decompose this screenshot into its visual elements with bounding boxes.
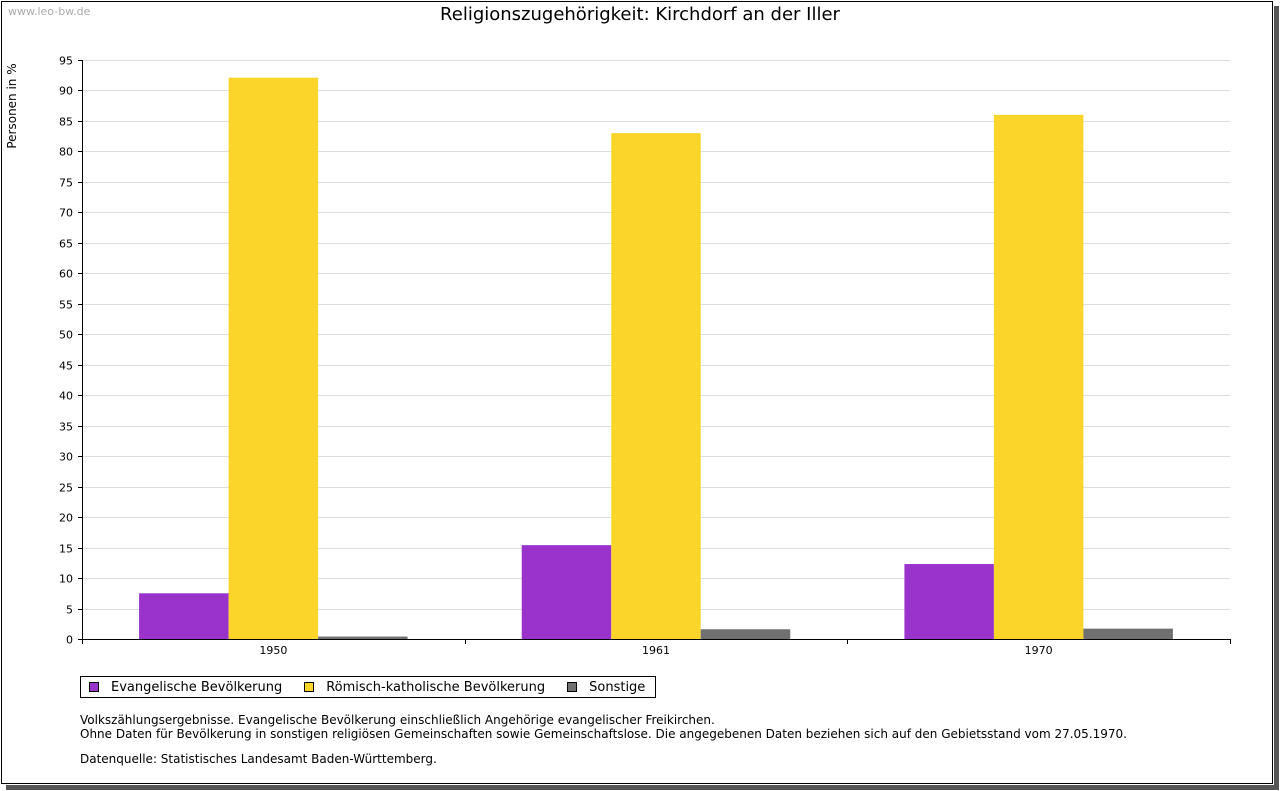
y-tick-labels: 0 5 10 15 20 25 30 35 40 45 50 55 60 65 70 75 80 85 90 95 [59,55,73,647]
legend-label-katholisch: Römisch-katholische Bevölkerung [326,679,546,695]
y-tick-label: 35 [59,421,73,434]
y-tick-label: 0 [66,634,73,647]
frame-shadow-bottom [6,785,1279,790]
chart-title: Religionszugehörigkeit: Kirchdorf an der… [440,4,840,25]
axes [78,60,1231,644]
legend: Evangelische Bevölkerung Römisch-katholi… [80,676,657,698]
bar-1970-0 [904,564,994,639]
y-tick-label: 70 [59,207,73,220]
y-tick-label: 95 [59,55,73,68]
y-tick-label: 90 [59,85,73,98]
note-line-1: Volkszählungsergebnisse. Evangelische Be… [80,713,715,727]
x-tick-labels: 1950 1961 1970 [259,644,1052,657]
x-tick-label: 1970 [1025,644,1053,657]
y-tick-label: 85 [59,116,73,129]
y-tick-label: 15 [59,543,73,556]
bar-1950-0 [139,593,229,639]
x-tick-label: 1961 [642,644,670,657]
y-tick-label: 10 [59,573,73,586]
bar-1970-2 [1083,628,1173,639]
y-tick-label: 20 [59,512,73,525]
legend-swatch-evangelisch [89,682,99,692]
chart-notes: Volkszählungsergebnisse. Evangelische Be… [80,713,1127,741]
y-tick-label: 25 [59,482,73,495]
legend-item-katholisch: Römisch-katholische Bevölkerung [304,680,545,695]
bar-1950-2 [318,636,408,639]
bar-1961-2 [700,629,791,639]
y-tick-label: 80 [59,146,73,159]
y-tick-label: 40 [59,390,73,403]
legend-swatch-katholisch [304,682,315,692]
bar-1950-1 [228,77,319,639]
note-line-2: Ohne Daten für Bevölkerung in sonstigen … [80,727,1127,741]
bar-1970-1 [993,114,1084,639]
y-tick-label: 45 [59,360,73,373]
y-tick-label: 75 [59,177,73,190]
bar-1961-0 [521,545,612,639]
frame-shadow-right [1274,6,1279,790]
data-source: Datenquelle: Statistisches Landesamt Bad… [80,752,437,766]
watermark: www.leo-bw.de [8,5,91,18]
bars [139,77,1173,639]
y-tick-label: 60 [59,268,73,281]
legend-label-sonstige: Sonstige [589,679,646,695]
y-tick-label: 50 [59,329,73,342]
legend-item-sonstige: Sonstige [567,680,645,695]
bar-1961-1 [611,133,701,639]
y-tick-label: 65 [59,238,73,251]
legend-swatch-sonstige [567,682,578,692]
legend-label-evangelisch: Evangelische Bevölkerung [111,679,283,695]
y-tick-label: 30 [59,451,73,464]
y-tick-label: 5 [66,604,73,617]
y-tick-label: 55 [59,299,73,312]
x-tick-label: 1950 [259,644,287,657]
legend-item-evangelisch: Evangelische Bevölkerung [89,680,282,695]
